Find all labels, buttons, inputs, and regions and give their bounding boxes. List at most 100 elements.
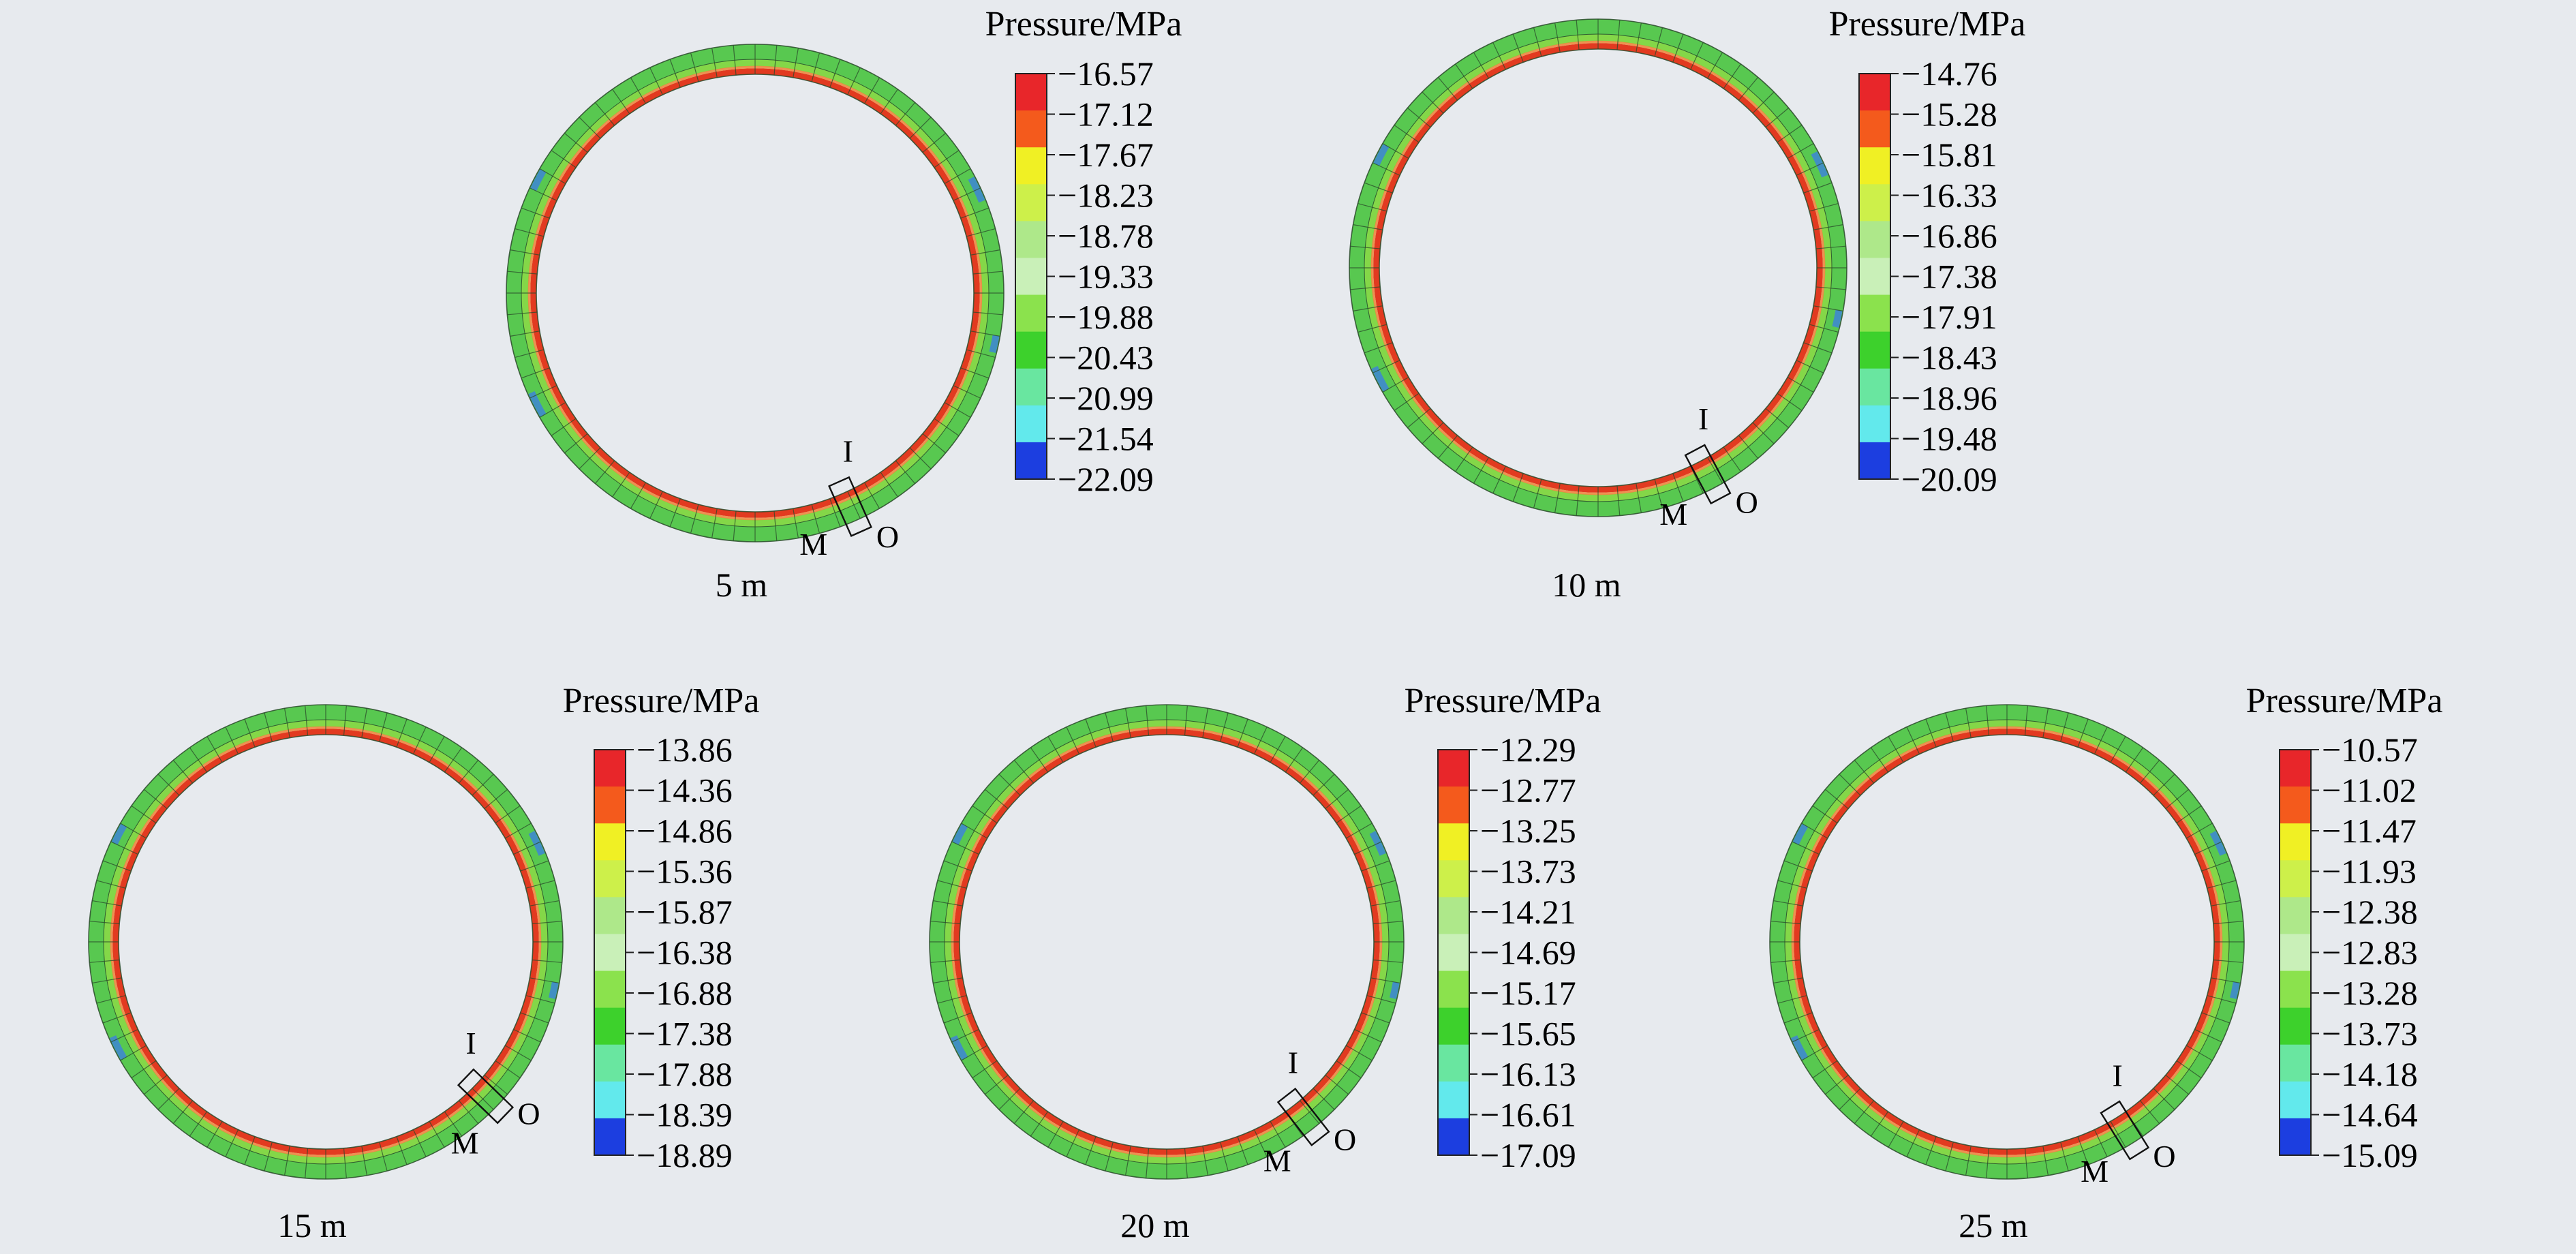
panel-5: IOMPressure/MPa−10.57−11.02−11.47−11.93−…	[1769, 682, 2443, 1244]
panel-4: I O M Pressure/MPa−12.29−12.77−13.25−13.73−…	[929, 682, 1601, 1244]
mesh-circle	[118, 734, 534, 1150]
legend-tick-label: −15.28	[1901, 95, 1997, 134]
pressure-ring	[506, 44, 1005, 542]
legend-tick-label: −16.86	[1901, 217, 1997, 255]
marker-middle: M	[1659, 497, 1687, 532]
monitor-point-box	[828, 476, 872, 537]
legend-tick-label: −12.77	[1480, 771, 1576, 810]
pressure-ring	[929, 704, 1405, 1180]
legend-tick-label: −14.18	[2322, 1055, 2418, 1093]
ring-low-pressure-patch	[2229, 981, 2240, 999]
legend-band	[1859, 147, 1890, 185]
legend-tick-label: −13.28	[2322, 974, 2418, 1012]
legend-tick-label: −18.43	[1901, 339, 1997, 377]
legend-tick-label: −11.93	[2322, 853, 2417, 891]
legend-band	[1438, 1044, 1469, 1082]
marker-middle: M	[799, 527, 827, 562]
legend-band	[2280, 970, 2311, 1009]
legend-tick-label: −18.78	[1058, 217, 1154, 255]
legend-band	[2280, 1118, 2311, 1156]
pressure-ring	[88, 704, 564, 1180]
legend-title: Pressure/MPa	[563, 682, 760, 720]
legend-band	[2280, 860, 2311, 898]
marker-middle: M	[451, 1125, 479, 1160]
legend-band	[1438, 860, 1469, 898]
panel-caption: 10 m	[1552, 566, 1621, 604]
legend-title: Pressure/MPa	[2246, 682, 2443, 720]
legend-band	[2280, 1081, 2311, 1119]
legend-tick-label: −19.33	[1058, 258, 1154, 296]
marker-outer: O	[1334, 1122, 1356, 1157]
legend-tick-label: −17.91	[1901, 298, 1997, 336]
marker-inner: I	[2112, 1058, 2122, 1092]
legend-band	[1859, 368, 1890, 406]
legend-band	[594, 786, 626, 824]
legend-tick-label: −13.73	[2322, 1015, 2418, 1053]
pressure-legend: Pressure/MPa−10.57−11.02−11.47−11.93−12.…	[2246, 682, 2443, 1174]
legend-tick-label: −14.86	[637, 812, 733, 850]
legend-band	[1438, 1081, 1469, 1119]
legend-band	[1015, 258, 1047, 296]
legend-band	[594, 1081, 626, 1119]
monitor-point-box	[457, 1068, 515, 1125]
legend-tick-label: −14.69	[1480, 934, 1576, 972]
legend-tick-label: −16.57	[1058, 55, 1154, 93]
legend-band	[594, 1044, 626, 1082]
legend-band	[2280, 1044, 2311, 1082]
legend-band	[1859, 442, 1890, 480]
pressure-legend: Pressure/MPa −13.86−14.36−14.86−15.36−15.…	[563, 682, 760, 1174]
mesh-radial-lines	[506, 44, 1004, 542]
mesh-radial-lines	[930, 705, 1404, 1179]
marker-inner: I	[1288, 1045, 1298, 1080]
legend-tick-label: −18.23	[1058, 177, 1154, 215]
legend-tick-label: −22.09	[1058, 460, 1154, 498]
marker-middle: M	[2081, 1154, 2109, 1189]
monitor-point-box	[1684, 444, 1732, 505]
legend-band	[2280, 897, 2311, 934]
legend-tick-label: −13.25	[1480, 812, 1576, 850]
pressure-legend: Pressure/MPa −16.57−17.12−17.67−18.23−18.…	[985, 5, 1182, 498]
legend-band	[1015, 147, 1047, 185]
legend-tick-label: −16.33	[1901, 177, 1997, 215]
legend-tick-label: −12.38	[2322, 893, 2418, 931]
ring-low-pressure-patch	[1832, 309, 1843, 328]
legend-band	[1859, 258, 1890, 296]
legend-band	[594, 1118, 626, 1156]
legend-tick-label: −19.88	[1058, 298, 1154, 336]
legend-band	[594, 1007, 626, 1045]
legend-band	[1438, 823, 1469, 861]
legend-band	[1015, 368, 1047, 406]
legend-tick-label: −15.87	[637, 893, 733, 931]
legend-tick-label: −15.17	[1480, 974, 1576, 1012]
legend-tick-label: −15.81	[1901, 136, 1997, 174]
pressure-legend: Pressure/MPa−12.29−12.77−13.25−13.73−14.…	[1405, 682, 1601, 1174]
marker-inner: I	[843, 434, 853, 469]
ring-low-pressure-patch	[989, 335, 1000, 354]
mesh-radial-lines	[89, 705, 563, 1179]
legend-band	[1015, 405, 1047, 443]
legend-band	[1859, 74, 1890, 111]
marker-middle: M	[1263, 1144, 1291, 1178]
legend-band	[1438, 970, 1469, 1009]
legend-band	[1015, 294, 1047, 333]
legend-tick-label: −16.38	[637, 934, 733, 972]
legend-title: Pressure/MPa	[1829, 5, 2026, 44]
legend-tick-label: −15.36	[637, 853, 733, 891]
mesh-circle	[959, 734, 1375, 1150]
panel-caption: 15 m	[277, 1206, 347, 1244]
legend-band	[594, 897, 626, 934]
legend-band	[2280, 823, 2311, 861]
legend-band	[1015, 184, 1047, 221]
legend-tick-label: −14.21	[1480, 893, 1576, 931]
legend-band	[594, 970, 626, 1009]
panel-caption: 20 m	[1120, 1206, 1190, 1244]
mesh-circle	[536, 74, 975, 513]
legend-tick-label: −14.64	[2322, 1096, 2418, 1134]
legend-band	[594, 823, 626, 861]
legend-band	[1438, 1007, 1469, 1045]
legend-tick-label: −12.83	[2322, 934, 2418, 972]
marker-outer: O	[1736, 485, 1758, 519]
legend-tick-label: −17.88	[637, 1055, 733, 1093]
legend-band	[1015, 221, 1047, 258]
legend-tick-label: −14.76	[1901, 55, 1997, 93]
